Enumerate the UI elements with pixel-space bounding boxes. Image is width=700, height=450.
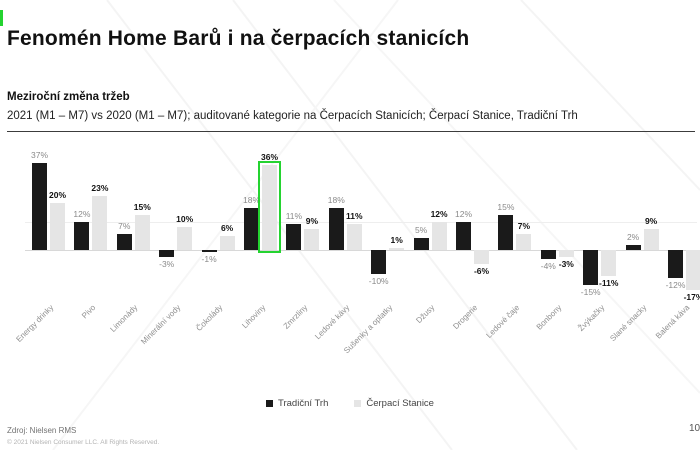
value-label: 15%: [497, 201, 515, 212]
value-label: 6%: [220, 222, 234, 233]
category-label: Minerální vody: [138, 303, 183, 347]
legend-item: Tradiční Trh: [266, 398, 328, 409]
category-label: Čokolády: [194, 303, 225, 333]
highlight-box: [258, 161, 281, 253]
bar-tradicni-trh: [583, 250, 599, 286]
bar-tradicni-trh: [371, 250, 387, 274]
bar-tradicni-trh: [498, 214, 514, 250]
bar-cerpaci-stanice: [601, 250, 617, 276]
value-label: 20%: [48, 190, 66, 200]
divider-rule: [7, 131, 695, 132]
bar-tradicni-trh: [159, 250, 175, 258]
value-label: 10%: [176, 213, 194, 224]
value-label: 18%: [327, 194, 345, 205]
chart-plot: 37% 20% Energy drinky 12% 23% Pivo 7% 15% Limoná…: [0, 140, 700, 390]
value-label: -6%: [473, 266, 490, 277]
value-label: -10%: [368, 275, 389, 286]
value-label: 9%: [644, 215, 658, 226]
chart-legend: Tradiční Trh Čerpací Stanice: [0, 398, 700, 409]
bar-tradicni-trh: [116, 233, 132, 250]
legend-swatch: [266, 400, 274, 407]
source-note: Zdroj: Nielsen RMS: [7, 426, 77, 435]
chart-heading: Meziroční změna tržeb: [7, 91, 130, 103]
brand-accent-mark: [0, 10, 3, 26]
value-label: 12%: [454, 208, 472, 219]
value-label: -3%: [558, 259, 574, 270]
bar-cerpaci-stanice: [389, 247, 405, 250]
bar-tradicni-trh: [328, 207, 344, 250]
bar-tradicni-trh: [668, 250, 683, 279]
value-label: 12%: [430, 208, 448, 219]
bar-tradicni-trh: [244, 207, 259, 250]
bar-cerpaci-stanice: [558, 250, 574, 258]
legend-item: Čerpací Stanice: [354, 398, 434, 409]
bar-cerpaci-stanice: [134, 214, 150, 250]
bar-cerpaci-stanice: [346, 224, 362, 250]
value-label: 7%: [118, 220, 131, 231]
value-label: -4%: [540, 261, 556, 272]
category-label: Zmrzliny: [281, 303, 310, 331]
value-label: 37%: [30, 150, 48, 161]
bar-cerpaci-stanice: [431, 221, 447, 250]
value-label: 12%: [73, 208, 91, 219]
value-label: -12%: [665, 280, 686, 291]
category-label: Bonbony: [534, 303, 564, 332]
gridline: [25, 222, 697, 223]
category-label: Žvýkačky: [576, 303, 607, 333]
value-label: 1%: [390, 234, 403, 245]
legend-swatch: [354, 400, 362, 407]
category-label: Slané snacky: [608, 303, 649, 344]
value-label: 7%: [517, 220, 531, 231]
bar-cerpaci-stanice: [50, 203, 65, 250]
value-label: 2%: [626, 232, 640, 243]
value-label: 18%: [242, 194, 260, 205]
bar-cerpaci-stanice: [92, 195, 108, 250]
category-label: Ledové čaje: [484, 303, 522, 340]
value-label: 15%: [133, 201, 151, 212]
category-label: Sušenky a oplatky: [341, 303, 395, 356]
value-label: -1%: [201, 254, 217, 265]
bar-cerpaci-stanice: [474, 250, 489, 265]
value-label: -3%: [159, 259, 175, 270]
value-label: 11%: [285, 211, 303, 222]
bar-tradicni-trh: [32, 163, 47, 250]
zero-axis-line: [25, 250, 697, 251]
slide-title: Fenomén Home Barů i na čerpacích stanicí…: [7, 27, 470, 50]
legend-label: Čerpací Stanice: [366, 398, 434, 409]
bar-cerpaci-stanice: [686, 250, 700, 290]
bar-tradicni-trh: [625, 245, 641, 250]
category-label: Pivo: [79, 303, 98, 321]
copyright-note: © 2021 Nielsen Consumer LLC. All Rights …: [7, 439, 160, 446]
bar-cerpaci-stanice: [262, 165, 277, 250]
category-label: Limonády: [108, 303, 140, 334]
value-label: 36%: [260, 152, 278, 163]
bar-cerpaci-stanice: [304, 228, 320, 250]
value-label: -15%: [580, 287, 601, 298]
category-label: Džusy: [414, 303, 437, 326]
chart-subtitle: 2021 (M1 – M7) vs 2020 (M1 – M7); audito…: [7, 110, 578, 122]
category-label: Balená káva: [653, 303, 691, 341]
bar-cerpaci-stanice: [219, 235, 235, 250]
bar-cerpaci-stanice: [177, 226, 193, 250]
value-label: 5%: [414, 225, 428, 236]
bar-tradicni-trh: [201, 250, 217, 253]
value-label: 23%: [91, 182, 109, 193]
bar-tradicni-trh: [74, 221, 90, 250]
bar-cerpaci-stanice: [516, 233, 532, 250]
value-label: -17%: [683, 291, 700, 302]
value-label: -11%: [599, 277, 619, 288]
category-label: Lihoviny: [239, 303, 267, 331]
category-label: Drogerie: [450, 303, 479, 332]
value-label: 11%: [346, 211, 363, 222]
bar-tradicni-trh: [286, 224, 302, 250]
legend-label: Tradiční Trh: [278, 398, 329, 409]
bar-tradicni-trh: [540, 250, 556, 260]
bar-tradicni-trh: [413, 238, 429, 250]
page-number: 10: [689, 423, 700, 434]
value-label: 9%: [305, 215, 319, 226]
bar-tradicni-trh: [456, 221, 471, 250]
category-label: Ledové kávy: [313, 303, 352, 342]
bar-cerpaci-stanice: [643, 228, 659, 250]
